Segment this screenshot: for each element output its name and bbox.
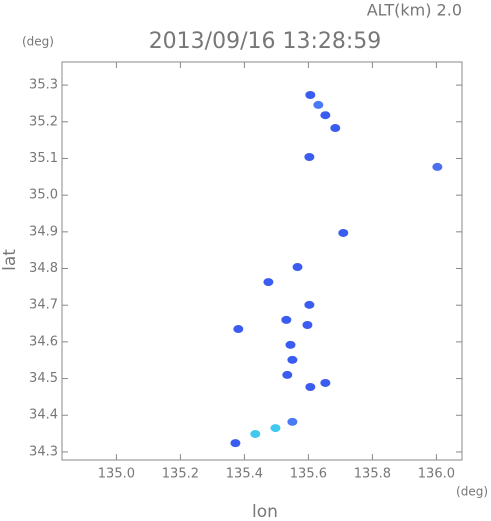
x-unit: (deg) xyxy=(456,485,488,499)
echo xyxy=(320,378,331,387)
echo xyxy=(320,111,331,120)
echo xyxy=(270,424,281,433)
echo xyxy=(292,263,303,272)
x-axis-label: lon xyxy=(252,502,278,521)
y-tick-label: 34.6 xyxy=(29,334,58,349)
echo xyxy=(302,321,313,330)
x-tick-label: 136.0 xyxy=(418,467,455,482)
y-tick-label: 34.4 xyxy=(29,408,58,423)
x-tick-label: 135.2 xyxy=(162,467,199,482)
altitude-label: ALT(km) 2.0 xyxy=(367,1,462,20)
echo xyxy=(230,439,241,448)
x-tick-label: 135.4 xyxy=(226,467,263,482)
plot-frame xyxy=(61,61,463,461)
echo xyxy=(233,325,244,334)
echo xyxy=(287,355,298,364)
echo xyxy=(304,153,315,162)
y-tick-label: 35.2 xyxy=(29,114,58,129)
echo xyxy=(313,100,324,109)
y-tick-label: 35.1 xyxy=(29,151,58,166)
y-axis-label: lat xyxy=(0,249,20,271)
y-tick-label: 35.0 xyxy=(29,188,58,203)
echo xyxy=(250,429,261,438)
y-tick-label: 34.3 xyxy=(29,444,58,459)
y-tick-label: 34.8 xyxy=(29,261,58,276)
echo xyxy=(330,124,341,133)
y-tick-label: 34.5 xyxy=(29,371,58,386)
echo xyxy=(285,340,296,349)
echo xyxy=(304,300,315,309)
y-tick-label: 34.7 xyxy=(29,298,58,313)
y-tick-label: 34.9 xyxy=(29,224,58,239)
echo xyxy=(338,228,349,237)
echo xyxy=(305,383,316,392)
y-unit: (deg) xyxy=(22,35,54,49)
echo xyxy=(305,91,316,100)
x-tick-label: 135.0 xyxy=(98,467,135,482)
echo xyxy=(287,417,298,426)
x-tick-label: 135.6 xyxy=(290,467,327,482)
echo xyxy=(281,315,292,324)
y-tick-label: 35.3 xyxy=(29,78,58,93)
echo xyxy=(282,370,293,379)
echo xyxy=(432,162,443,171)
x-tick-label: 135.8 xyxy=(354,467,391,482)
echo xyxy=(263,278,274,287)
chart-title: 2013/09/16 13:28:59 xyxy=(149,29,382,54)
